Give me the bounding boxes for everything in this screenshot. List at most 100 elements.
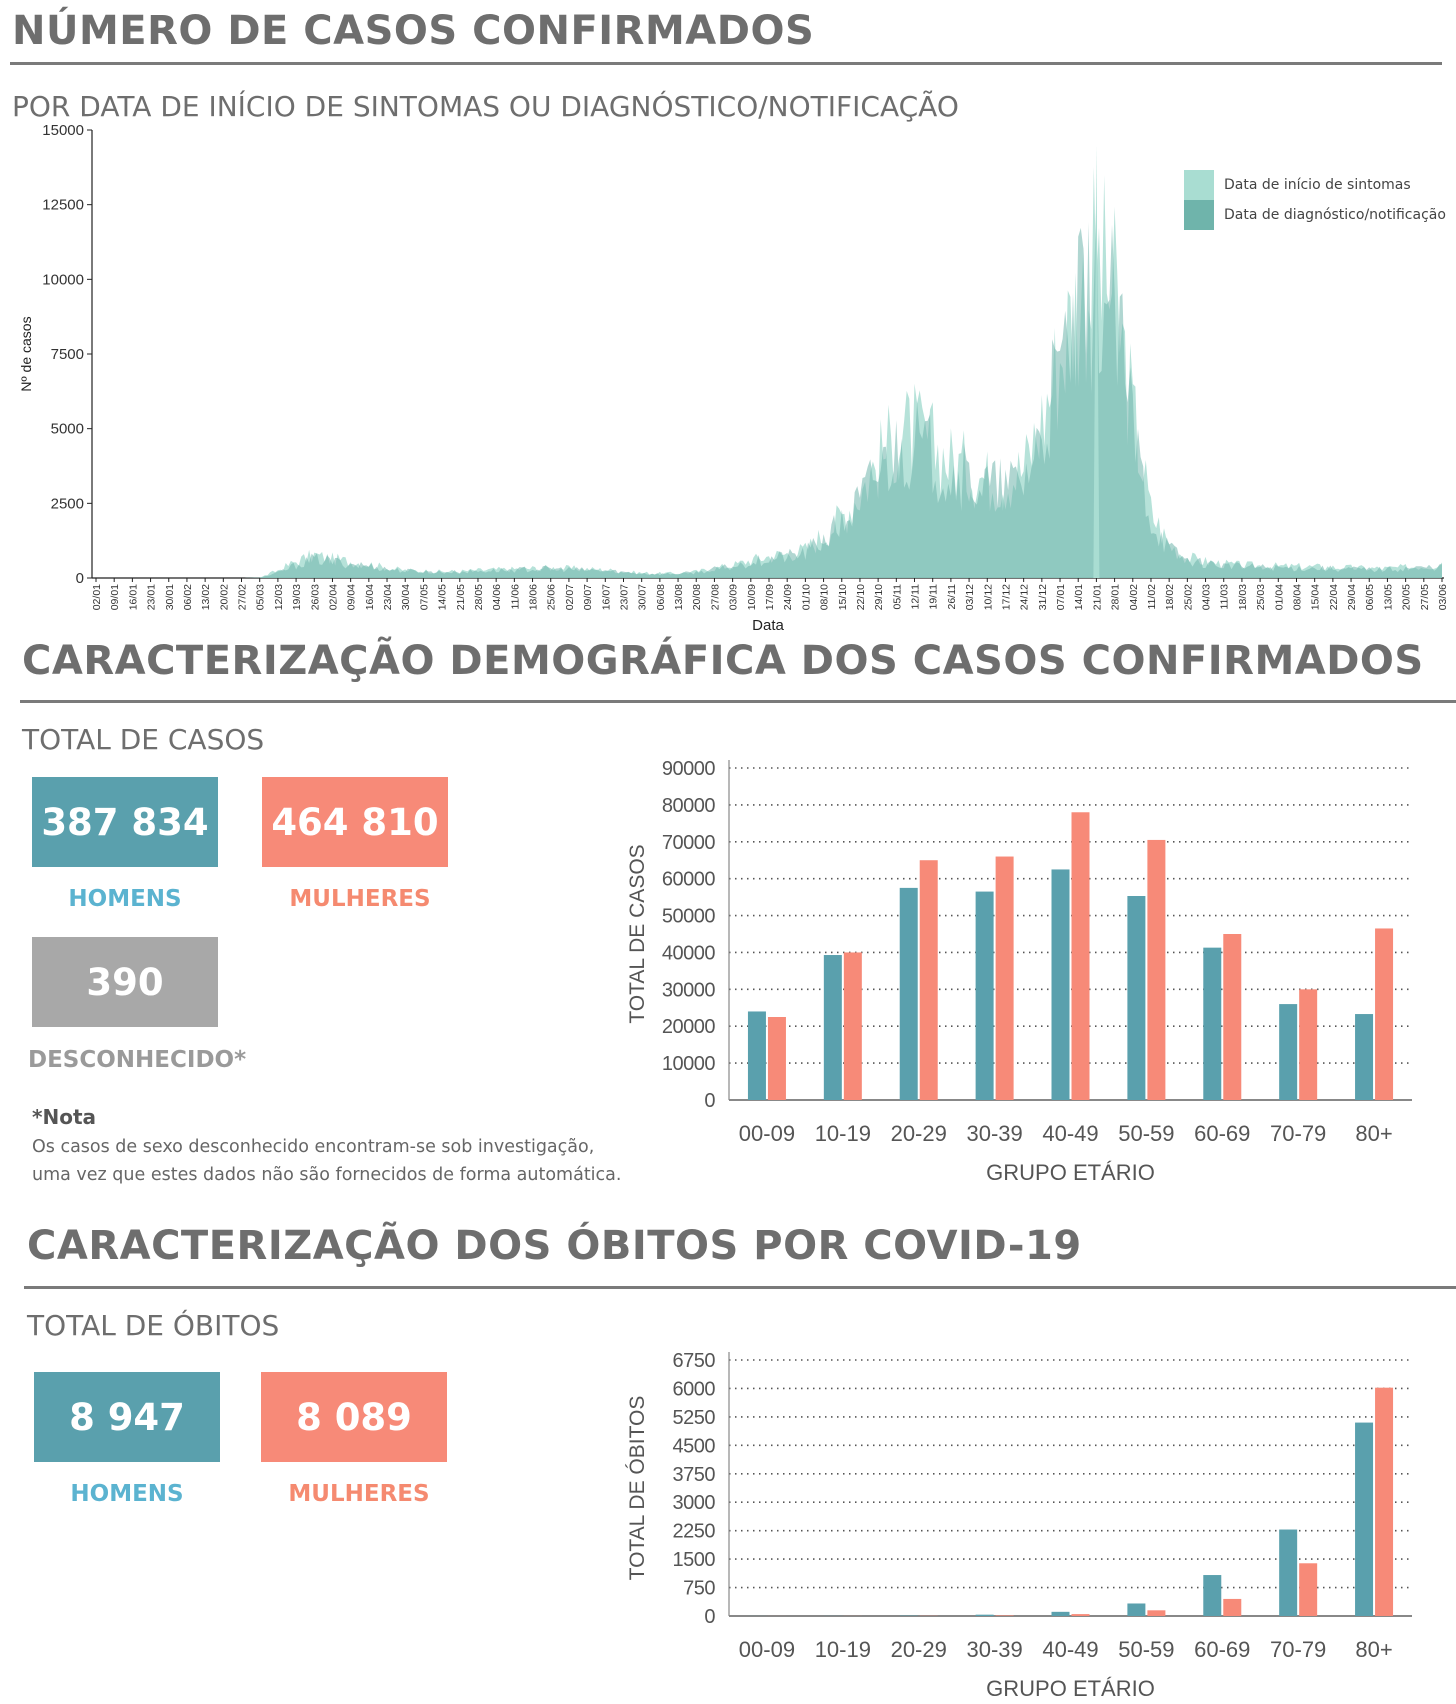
- deaths-x-tick-label: 00-09: [739, 1637, 795, 1662]
- cases-x-axis-title: GRUPO ETÁRIO: [986, 1160, 1155, 1185]
- x-tick-label: 25/03: [1255, 584, 1267, 610]
- cases-y-tick-label: 0: [704, 1090, 715, 1112]
- x-axis-title: Data: [752, 617, 784, 634]
- men-cases-label: HOMENS: [68, 886, 182, 912]
- x-tick-label: 30/01: [164, 584, 176, 610]
- x-tick-label: 04/02: [1128, 584, 1140, 610]
- deaths-bar-men: [1203, 1575, 1222, 1616]
- x-tick-label: 29/04: [1346, 584, 1358, 610]
- x-tick-label: 12/03: [273, 584, 285, 610]
- x-tick-label: 01/04: [1273, 584, 1285, 610]
- cases-chart-subtitle: POR DATA DE INÍCIO DE SINTOMAS OU DIAGNÓ…: [12, 90, 959, 123]
- x-tick-label: 21/01: [1091, 584, 1103, 610]
- x-tick-label: 22/04: [1328, 584, 1340, 610]
- legend-item-onset: Data de início de sintomas: [1184, 170, 1446, 200]
- x-tick-label: 10/12: [982, 584, 994, 610]
- cases-x-tick-label: 70-79: [1270, 1121, 1326, 1146]
- x-tick-label: 23/01: [146, 584, 158, 610]
- x-tick-label: 26/11: [946, 584, 958, 610]
- x-tick-label: 16/01: [127, 584, 139, 610]
- note-line-1: Os casos de sexo desconhecido encontram-…: [32, 1137, 595, 1157]
- x-tick-label: 11/02: [1146, 584, 1158, 610]
- cases-x-tick-label: 50-59: [1118, 1121, 1174, 1146]
- x-tick-label: 02/01: [91, 584, 103, 610]
- note-line-2: uma vez que estes dados não são fornecid…: [32, 1165, 622, 1185]
- legend-label-onset: Data de início de sintomas: [1224, 177, 1411, 193]
- x-tick-label: 03/06: [1437, 584, 1449, 610]
- deaths-y-tick-label: 4500: [673, 1435, 716, 1457]
- cases-bar-men: [1203, 947, 1222, 1100]
- deaths-bar-men: [1127, 1603, 1146, 1616]
- cases-bar-women: [843, 952, 862, 1100]
- y-tick-label: 0: [76, 570, 84, 587]
- x-tick-label: 06/05: [1364, 584, 1376, 610]
- x-tick-label: 25/06: [546, 584, 558, 610]
- unknown-cases-label: DESCONHECIDO*: [28, 1047, 247, 1073]
- cases-bar-men: [1279, 1004, 1298, 1100]
- x-tick-label: 13/05: [1382, 584, 1394, 610]
- cases-x-tick-label: 10-19: [815, 1121, 871, 1146]
- y-tick-label: 2500: [51, 495, 84, 512]
- x-tick-label: 18/06: [528, 584, 540, 610]
- x-tick-label: 24/09: [782, 584, 794, 610]
- deaths-y-axis-title: TOTAL DE ÓBITOS: [626, 1396, 649, 1581]
- cases-y-tick-label: 40000: [662, 942, 715, 964]
- cases-y-tick-label: 90000: [662, 758, 715, 780]
- x-tick-label: 19/11: [928, 584, 940, 610]
- x-tick-label: 29/10: [873, 584, 885, 610]
- deaths-y-tick-label: 3000: [673, 1492, 716, 1514]
- women-deaths-card: 8 089: [261, 1372, 447, 1462]
- x-tick-label: 26/03: [309, 584, 321, 610]
- x-tick-label: 13/08: [673, 584, 685, 610]
- x-tick-label: 27/02: [237, 584, 249, 610]
- deaths-x-tick-label: 40-49: [1042, 1637, 1098, 1662]
- x-tick-label: 17/12: [1000, 584, 1012, 610]
- section-divider: [20, 700, 1456, 703]
- legend-swatch-onset: [1184, 170, 1214, 200]
- x-tick-label: 09/07: [582, 584, 594, 610]
- legend-item-diagnosis: Data de diagnóstico/notificação: [1184, 200, 1446, 230]
- y-tick-label: 10000: [42, 271, 84, 288]
- cases-bar-men: [747, 1011, 766, 1100]
- cases-bar-women: [767, 1017, 786, 1100]
- section-divider: [24, 1286, 1456, 1289]
- cases-y-tick-label: 10000: [662, 1053, 715, 1075]
- y-axis-title: Nº de casos: [18, 316, 34, 391]
- timeline-chart: 0 2500 5000 7500 10000 12500 15000 02/01 09/01 16…: [18, 122, 1449, 634]
- x-tick-label: 13/02: [200, 584, 212, 610]
- y-tick-label: 7500: [51, 346, 84, 363]
- women-deaths-label: MULHERES: [288, 1481, 430, 1507]
- deaths-x-axis-title: GRUPO ETÁRIO: [986, 1676, 1155, 1701]
- x-tick-label: 06/02: [182, 584, 194, 610]
- women-cases-label: MULHERES: [289, 886, 431, 912]
- deaths-y-tick-label: 6750: [673, 1350, 716, 1372]
- deaths-section-title: CARACTERIZAÇÃO DOS ÓBITOS POR COVID-19: [27, 1223, 1082, 1269]
- x-tick-label: 11/06: [509, 584, 521, 610]
- x-tick-label: 11/03: [1219, 584, 1231, 610]
- legend-label-diagnosis: Data de diagnóstico/notificação: [1224, 207, 1446, 223]
- cases-y-tick-label: 60000: [662, 869, 715, 891]
- x-tick-label: 30/07: [637, 584, 649, 610]
- y-tick-label: 15000: [42, 122, 84, 139]
- section-divider: [10, 62, 1442, 65]
- x-tick-label: 17/09: [764, 584, 776, 610]
- cases-bar-women: [1071, 812, 1090, 1100]
- x-tick-label: 20/08: [691, 584, 703, 610]
- deaths-y-tick-label: 1500: [673, 1549, 716, 1571]
- x-tick-label: 25/02: [1182, 584, 1194, 610]
- cases-y-tick-label: 80000: [662, 795, 715, 817]
- x-tick-label: 08/10: [819, 584, 831, 610]
- cases-x-tick-label: 40-49: [1042, 1121, 1098, 1146]
- x-tick-label: 20/05: [1401, 584, 1413, 610]
- deaths-y-tick-label: 0: [704, 1606, 715, 1628]
- cases-bar-men: [1127, 896, 1146, 1100]
- deaths-bar-women: [1071, 1614, 1090, 1616]
- x-tick-label: 31/12: [1037, 584, 1049, 610]
- deaths-x-tick-label: 60-69: [1194, 1637, 1250, 1662]
- note-title: *Nota: [32, 1105, 96, 1129]
- cases-bar-men: [823, 955, 842, 1100]
- cases-total-subtitle: TOTAL DE CASOS: [22, 723, 265, 756]
- x-tick-label: 27/05: [1419, 584, 1431, 610]
- x-tick-label: 30/04: [400, 584, 412, 610]
- cases-y-tick-label: 70000: [662, 832, 715, 854]
